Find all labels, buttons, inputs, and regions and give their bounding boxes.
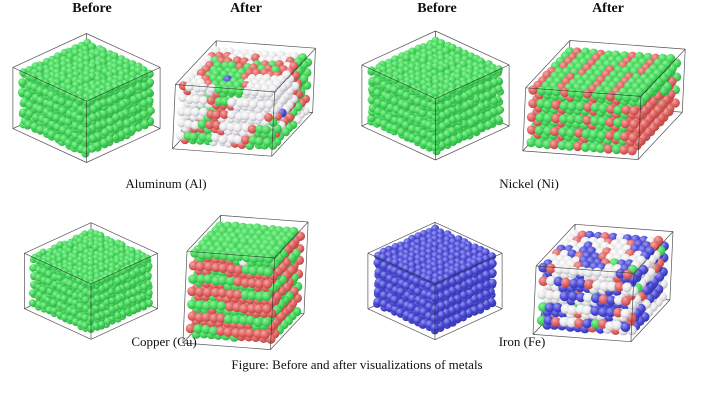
- nickel-after-visualization: [522, 40, 686, 160]
- panel-label-nickel: Nickel (Ni): [499, 176, 559, 191]
- column-header-after-right: After: [592, 1, 624, 16]
- figure-caption: Figure: Before and after visualizations …: [231, 357, 483, 372]
- panel-label-aluminum: Aluminum (Al): [125, 176, 207, 191]
- iron-before-visualization: [367, 221, 503, 341]
- nickel-before-visualization: [361, 30, 510, 161]
- copper-before-visualization: [24, 222, 158, 340]
- panel-label-copper: Copper (Cu): [131, 334, 197, 349]
- aluminum-before-visualization: [12, 33, 161, 163]
- iron-after-visualization: [532, 223, 674, 343]
- column-header-after-left: After: [230, 1, 262, 16]
- column-header-before-right: Before: [417, 1, 457, 16]
- copper-after-visualization: [182, 215, 309, 350]
- aluminum-after-visualization: [172, 40, 316, 157]
- panel-label-iron: Iron (Fe): [498, 334, 546, 349]
- column-header-before-left: Before: [72, 1, 112, 16]
